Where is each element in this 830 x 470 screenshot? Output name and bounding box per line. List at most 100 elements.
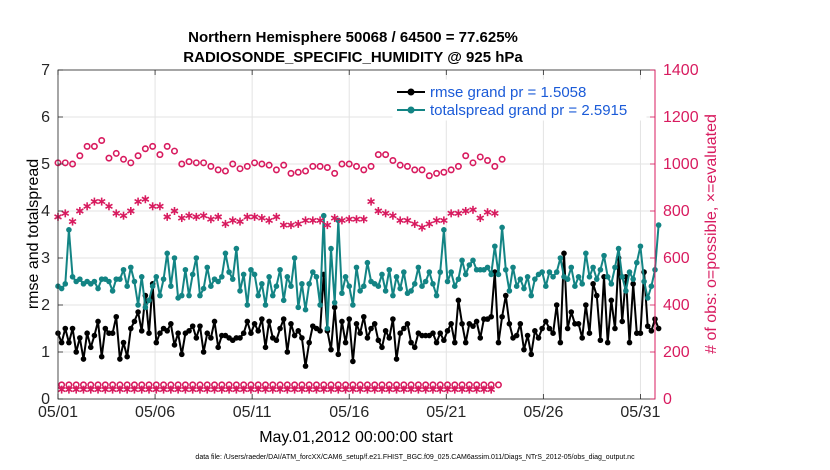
rmse-point [208, 335, 214, 341]
possible-obs-point [494, 381, 502, 389]
totalspread-point [233, 245, 240, 252]
totalspread-point [222, 250, 229, 257]
possible-obs-point [360, 166, 368, 174]
evaluated-obs-point [403, 216, 412, 225]
evaluated-obs-point [341, 385, 350, 394]
possible-obs-point [156, 151, 164, 159]
evaluated-obs-point [490, 209, 499, 218]
possible-obs-point [236, 165, 244, 173]
evaluated-obs-point [327, 385, 335, 394]
rmse-point [524, 332, 531, 339]
y-axis-left-label: rmse and totalspread [25, 159, 42, 309]
y-right-tick-label: 600 [663, 250, 690, 267]
evaluated-obs-point [356, 385, 365, 394]
rmse-point [375, 337, 382, 344]
data-file-footer: data file: /Users/raeder/DAI/ATM_forcXX/… [195, 454, 635, 461]
totalspread-point [193, 255, 200, 261]
rmse-point [193, 335, 200, 341]
evaluated-obs-point [97, 197, 106, 206]
rmse-point [477, 335, 484, 341]
possible-obs-point [178, 160, 186, 168]
evaluated-obs-point [432, 216, 441, 225]
rmse-point [299, 335, 305, 341]
totalspread-point [106, 278, 112, 285]
totalspread-point [91, 278, 98, 285]
possible-obs-point [323, 164, 331, 172]
possible-obs-point [272, 166, 280, 174]
totalspread-point [492, 243, 498, 250]
evaluated-obs-point [79, 385, 88, 394]
evaluated-obs-point [305, 385, 314, 394]
rmse-point [146, 330, 152, 337]
rmse-point [397, 330, 403, 337]
evaluated-obs-point [83, 202, 92, 211]
rmse-point [66, 339, 72, 346]
rmse-point [495, 339, 502, 346]
totalspread-point [146, 297, 152, 304]
evaluated-obs-point [57, 385, 66, 394]
totalspread-point [353, 264, 360, 271]
data-layer [54, 137, 662, 394]
totalspread-point [506, 288, 513, 294]
rmse-point [437, 330, 444, 337]
totalspread-point [331, 299, 338, 306]
rmse-point [58, 339, 65, 346]
evaluated-obs-point [250, 212, 259, 221]
rmse-point [69, 325, 76, 332]
rmse-point [197, 323, 203, 329]
evaluated-obs-point [348, 385, 357, 394]
totalspread-point [528, 292, 535, 299]
evaluated-obs-point [228, 216, 237, 225]
rmse-point [568, 309, 575, 315]
rmse-point [360, 313, 367, 320]
totalspread-point [630, 276, 636, 282]
totalspread-point [200, 285, 207, 292]
possible-obs-point [345, 160, 353, 168]
y-right-tick-label: 800 [663, 203, 690, 220]
rmse-point [73, 349, 80, 355]
totalspread-point [648, 283, 655, 290]
totalspread-point [615, 245, 622, 252]
possible-obs-point [454, 162, 462, 170]
rmse-point [200, 349, 207, 355]
possible-obs-point [127, 159, 135, 167]
totalspread-point [313, 274, 320, 280]
evaluated-obs-point [418, 223, 426, 232]
evaluated-obs-point [112, 209, 121, 218]
evaluated-obs-point [174, 385, 183, 394]
rmse-point [157, 330, 163, 337]
rmse-point [113, 313, 120, 320]
possible-obs-point [163, 142, 171, 150]
totalspread-point [124, 283, 130, 290]
totalspread-point [422, 278, 429, 285]
totalspread-point [499, 224, 505, 231]
possible-obs-point [251, 159, 259, 167]
rmse-point [346, 316, 353, 322]
possible-obs-point [105, 154, 113, 162]
possible-obs-point [331, 169, 339, 177]
evaluated-obs-point [469, 205, 477, 214]
evaluated-obs-point [261, 385, 270, 394]
rmse-point [371, 321, 378, 327]
rmse-point [84, 330, 90, 337]
totalspread-point [579, 281, 585, 287]
rmse-point [430, 330, 436, 337]
possible-obs-point [83, 142, 91, 150]
legend-spread-label: totalspread grand pr = 2.5915 [430, 102, 627, 119]
possible-obs-point [367, 162, 375, 170]
rmse-point [109, 330, 116, 337]
totalspread-point [411, 281, 418, 287]
totalspread-point [320, 212, 327, 219]
totalspread-point [517, 276, 524, 282]
rmse-point [364, 335, 371, 341]
evaluated-obs-point [148, 202, 157, 211]
totalspread-point [168, 283, 174, 290]
rmse-point [168, 321, 174, 327]
evaluated-obs-point [283, 385, 292, 394]
totalspread-point [277, 266, 283, 273]
rmse-point [259, 316, 265, 322]
rmse-point [98, 353, 105, 360]
evaluated-obs-point [126, 207, 135, 215]
rmse-point [444, 328, 451, 334]
